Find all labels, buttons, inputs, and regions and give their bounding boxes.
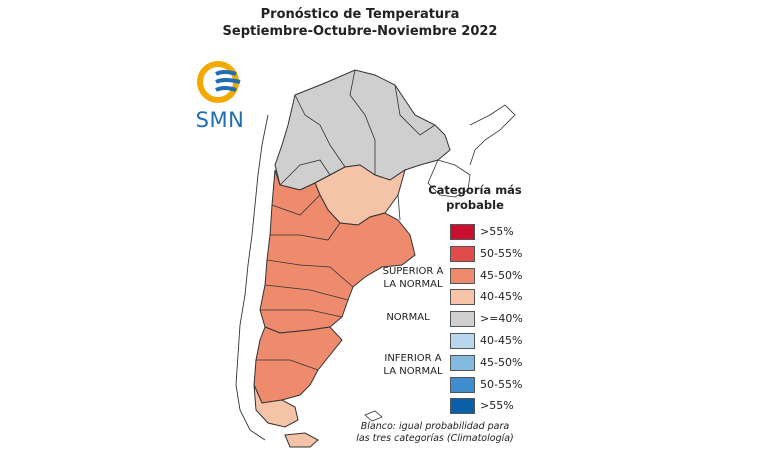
region-tierra-del-fuego: [284, 432, 319, 448]
map-title: Pronóstico de Temperatura Septiembre-Oct…: [180, 6, 540, 40]
title-line-2: Septiembre-Octubre-Noviembre 2022: [222, 24, 498, 39]
legend-group-line-1: INFERIOR A: [384, 353, 442, 364]
footnote: Blanco: igual probabilidad para las tres…: [355, 421, 515, 445]
legend-title-line-2: probable: [446, 198, 504, 212]
chile-coast-outline: [235, 114, 269, 441]
legend-label: 50-55%: [480, 246, 523, 260]
argentina-map: [235, 69, 516, 448]
province-borders: [256, 69, 436, 371]
legend-swatch: [450, 311, 475, 328]
legend-label: 40-45%: [480, 334, 523, 347]
brazil-coast-outline: [469, 104, 516, 166]
legend-label: 40-45%: [480, 290, 523, 304]
smn-logo-icon: [197, 61, 241, 103]
footnote-line-2: las tres categorías (Climatología): [356, 433, 514, 444]
legend-swatch: [450, 333, 475, 349]
legend-group-line-1: SUPERIOR A: [382, 266, 444, 277]
legend-swatch: [450, 267, 475, 284]
legend-group-line-1: NORMAL: [386, 312, 430, 323]
legend-label: >55%: [480, 399, 514, 413]
legend-label: >55%: [480, 225, 514, 238]
legend-label: 45-50%: [480, 355, 523, 369]
footnote-line-1: Blanco: igual probabilidad para: [360, 421, 510, 432]
region-south-45-50: [253, 326, 343, 404]
legend-swatch: [450, 398, 475, 415]
region-south-40-45: [253, 384, 299, 428]
region-center-45-50: [259, 169, 416, 334]
smn-logo: SMN: [190, 60, 260, 140]
legend-group-superior: SUPERIOR A LA NORMAL: [378, 265, 448, 291]
islands: [364, 410, 383, 422]
legend-swatch: [450, 376, 475, 393]
uruguay-outline: [427, 159, 471, 198]
legend-swatch: [450, 289, 475, 306]
legend-swatch: [450, 224, 475, 240]
legend-swatch: [450, 354, 475, 371]
legend-label: >=40%: [480, 312, 523, 326]
legend-label: 50-55%: [480, 377, 523, 391]
legend-swatch: [450, 245, 475, 262]
logo-text: SMN: [195, 108, 245, 132]
legend-label: 45-50%: [480, 268, 523, 282]
title-line-1: Pronóstico de Temperatura: [260, 7, 460, 22]
legend-group-inferior: INFERIOR A LA NORMAL: [378, 352, 448, 378]
legend-group-normal: NORMAL: [378, 311, 438, 324]
legend-group-line-2: LA NORMAL: [383, 279, 443, 290]
legend-title-line-1: Categoría más: [428, 183, 522, 197]
legend-group-line-2: LA NORMAL: [383, 366, 443, 377]
legend-title: Categoría más probable: [420, 183, 530, 213]
